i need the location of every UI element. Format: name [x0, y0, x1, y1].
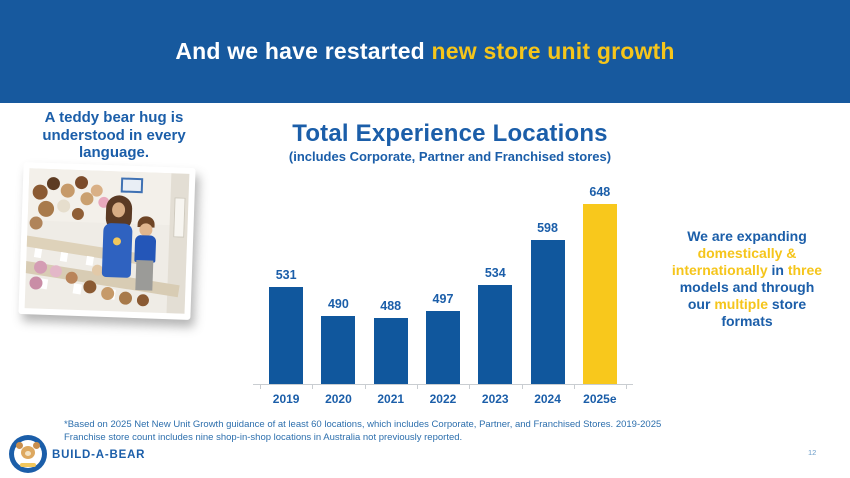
footnote: *Based on 2025 Net New Unit Growth guida… [64, 419, 704, 444]
bar-value-label: 598 [537, 220, 558, 235]
chart-subtitle: (includes Corporate, Partner and Franchi… [288, 149, 612, 164]
text-line: formats [651, 313, 843, 330]
header-banner: And we have restarted new store unit gro… [0, 0, 850, 103]
bin-label [59, 252, 69, 262]
bar-chart: 531 490 488 497 534 598 648 2019 2020 2021 2022 20… [253, 185, 633, 406]
bar-2024 [530, 239, 565, 384]
logo-bear-badge [14, 440, 42, 468]
text-line: Franchise store count includes nine shop… [64, 431, 463, 443]
bar-2025e [582, 204, 617, 384]
axis-tick [573, 385, 575, 389]
x-axis-tick-label: 2023 [481, 392, 509, 406]
x-axis-tick-label: 2024 [534, 392, 561, 406]
text-line: *Based on 2025 Net New Unit Growth guida… [64, 419, 662, 430]
text-segment: internationally [671, 262, 768, 278]
axis-tick [312, 385, 314, 389]
brand-wordmark: BUILD-A-BEAR [52, 449, 146, 461]
plush-toy [118, 291, 133, 305]
axis-tick [521, 385, 523, 389]
callout-text: We are expanding domestically & internatio… [651, 228, 843, 330]
text-segment: models and through [679, 279, 815, 295]
x-axis-labels: 2019 2020 2021 2022 2023 2024 2025e [253, 392, 633, 406]
x-axis-tick-label: 2022 [429, 392, 457, 406]
text-segment: domestically & [697, 245, 797, 261]
bar-slot: 531 [260, 268, 312, 384]
associate-apron [101, 222, 133, 278]
right-shelf-items [173, 197, 186, 238]
text-segment: formats [721, 313, 773, 329]
text-line: internationally in three [651, 262, 843, 279]
text-segment: three [787, 262, 823, 278]
bar-slot: 598 [521, 221, 573, 384]
bar-2023 [478, 285, 513, 384]
text-line: language. [78, 144, 149, 161]
bin-label [72, 283, 83, 295]
bear-ear-left [16, 442, 23, 449]
text-segment: new store unit growth [431, 38, 675, 64]
text-line: models and through [651, 279, 843, 296]
bar-slot: 490 [312, 297, 364, 384]
text-line: A teddy bear hug is [44, 109, 184, 126]
bar-slot: 534 [469, 266, 521, 384]
text-segment: our [687, 296, 715, 312]
bar-value-label: 488 [380, 298, 402, 313]
plush-toy [29, 216, 43, 230]
bar-slot: 488 [365, 299, 417, 384]
axis-tick [364, 385, 366, 389]
text-line: We are expanding [651, 228, 843, 245]
axis-tick [260, 385, 261, 389]
child-pants [135, 260, 154, 291]
bar-slot: 648 [574, 185, 626, 384]
plush-toy [83, 280, 97, 294]
text-line: our multiple store [651, 296, 843, 313]
bar-value-label: 531 [275, 268, 297, 283]
logo-banner [20, 463, 36, 467]
text-segment: multiple [714, 296, 768, 312]
wall-poster [120, 177, 144, 194]
x-axis-tick-label: 2021 [377, 392, 405, 406]
text-segment: And we have restarted [175, 38, 432, 64]
bar-2022 [425, 311, 460, 384]
plush-toy [65, 271, 78, 284]
text-line: understood in every [42, 126, 186, 144]
text-segment: in [767, 262, 788, 278]
bar-2020 [321, 316, 356, 384]
chart-title: Total Experience Locations [292, 120, 608, 147]
build-a-bear-logo-icon [9, 435, 47, 473]
text-segment: store [768, 296, 807, 312]
x-axis-tick-label: 2025e [583, 392, 617, 406]
axis-tick [416, 385, 418, 389]
tagline: A teddy bear hug is understood in every la… [18, 109, 210, 162]
bin-label [85, 255, 94, 266]
bar-value-label: 490 [327, 297, 349, 312]
bear-ear-right [33, 442, 40, 449]
x-axis-tick-label: 2019 [272, 392, 300, 406]
bar-2021 [373, 317, 408, 384]
axis-tick [626, 385, 628, 389]
bar-slot: 497 [417, 292, 469, 384]
bar-value-label: 648 [589, 185, 611, 199]
page-number: 12 [808, 448, 817, 457]
text-segment: We are expanding [687, 228, 807, 244]
axis-tick [469, 385, 471, 389]
bar-2019 [269, 287, 304, 384]
store-photo [18, 162, 196, 320]
plush-toy [136, 294, 150, 307]
bar-chart-plot: 531 490 488 497 534 598 648 [253, 185, 633, 384]
text-line: domestically & [651, 245, 843, 262]
bear-muzzle [25, 451, 31, 456]
x-axis-tick-label: 2020 [325, 392, 352, 406]
store-photo-scene [24, 168, 190, 314]
x-axis-line [253, 384, 633, 389]
slide-title: And we have restarted new store unit gro… [175, 38, 674, 65]
bar-value-label: 534 [484, 266, 506, 281]
bar-value-label: 497 [432, 292, 454, 307]
bin-label [33, 248, 43, 259]
child-shirt [134, 234, 157, 263]
